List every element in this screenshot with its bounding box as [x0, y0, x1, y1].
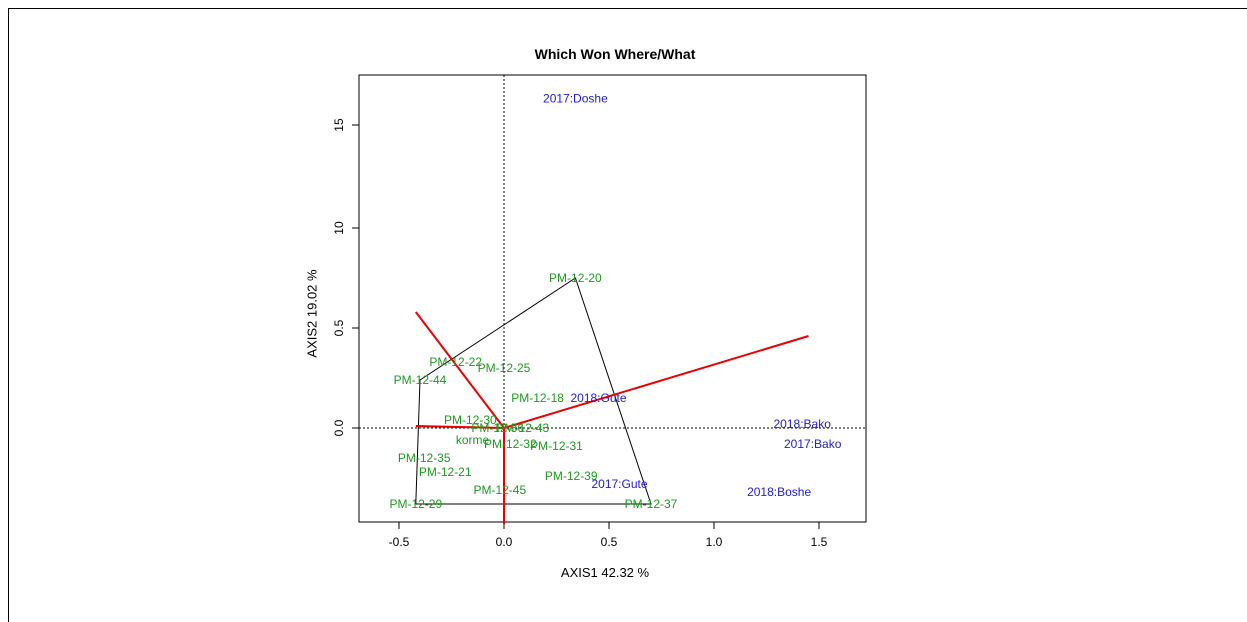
environment-label: 2017:Gute	[591, 477, 647, 491]
genotype-label: PM-12-30	[444, 413, 497, 427]
genotype-label: PM-12-22	[429, 355, 482, 369]
x-tick-label: -0.5	[389, 535, 410, 549]
genotype-label: PM-12-36	[471, 421, 524, 435]
y-tick-label: 15	[332, 118, 346, 132]
chart-title: Which Won Where/What	[534, 46, 696, 62]
genotype-label: PM-12-21	[419, 465, 472, 479]
genotype-label: PM-12-44	[394, 373, 447, 387]
y-tick-label: 10	[332, 221, 346, 235]
genotype-label: PM-12-45	[473, 483, 526, 497]
y-tick-label: 0.0	[332, 419, 346, 436]
figure-frame	[8, 8, 1247, 622]
environment-label: 2018:Bako	[774, 417, 832, 431]
y-tick-label: 0.5	[332, 319, 346, 336]
genotype-label: PM-12-18	[511, 391, 564, 405]
environment-label: 2017:Bako	[784, 437, 842, 451]
genotype-label: PM-12-43	[497, 421, 550, 435]
x-tick-label: 1.0	[706, 535, 723, 549]
sector-ray	[415, 425, 505, 429]
sector-ray	[415, 311, 505, 429]
environment-label: 2018:Boshe	[747, 485, 811, 499]
environment-label: 2017:Doshe	[543, 91, 608, 105]
genotype-label: PM-12-31	[530, 439, 583, 453]
sector-ray	[503, 335, 809, 429]
x-tick-label: 0.0	[496, 535, 513, 549]
genotype-label: PM-12-35	[398, 451, 451, 465]
polygon-layer	[415, 277, 652, 505]
x-tick-label: 1.5	[811, 535, 828, 549]
genotype-label: PM-12-39	[545, 469, 598, 483]
genotype-label: PM-12-32	[484, 437, 537, 451]
sector-rays	[415, 311, 809, 524]
plot-box	[358, 74, 867, 523]
genotype-label: korme	[456, 433, 490, 447]
environment-label: 2018:Gute	[570, 391, 626, 405]
x-tick-label: 0.5	[601, 535, 618, 549]
genotype-label: PM-12-29	[389, 497, 442, 511]
convex-hull-polygon	[415, 277, 652, 505]
genotype-label: PM-12-25	[478, 361, 531, 375]
genotype-label: PM-12-20	[549, 271, 602, 285]
genotype-label: PM-12-37	[625, 497, 678, 511]
x-axis-label: AXIS1 42.32 %	[560, 565, 650, 580]
